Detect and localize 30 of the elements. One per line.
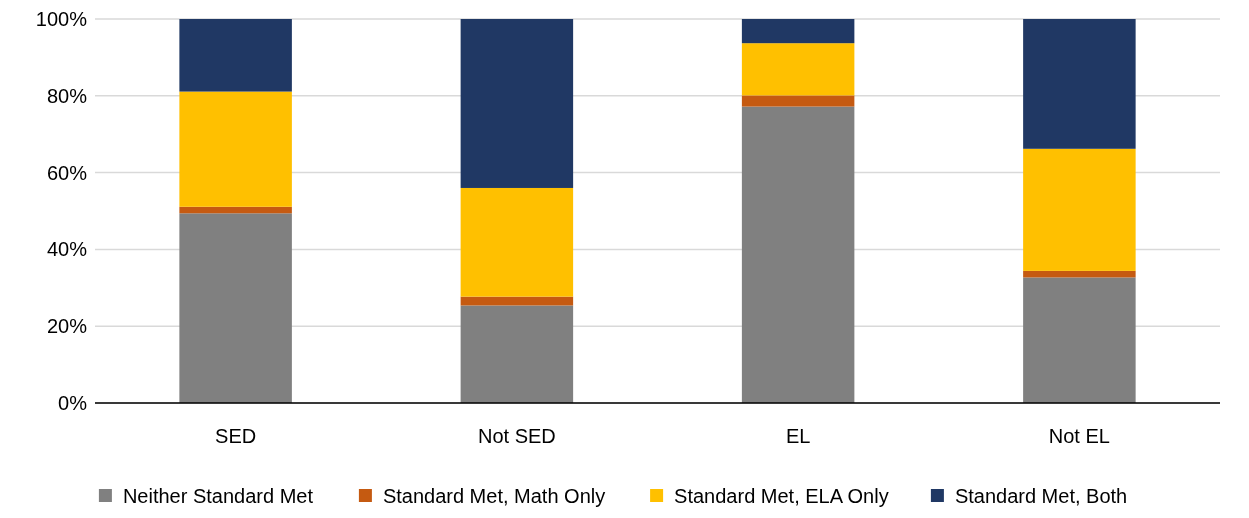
y-tick-label: 80%: [46, 84, 88, 107]
bar: [1023, 148, 1136, 271]
y-tick-label: 40%: [46, 238, 88, 261]
legend-label: Neither Standard Met: [122, 485, 314, 507]
bar: [179, 91, 292, 207]
bar: [741, 43, 855, 96]
legend-label: Standard Met, ELA Only: [674, 485, 889, 507]
y-tick-label: 60%: [46, 161, 88, 184]
bar: [179, 206, 292, 214]
bar: [1023, 270, 1136, 278]
bar: [1023, 277, 1136, 403]
legend-label: Standard Met, Math Only: [382, 485, 606, 507]
y-tick-label: 20%: [46, 315, 88, 338]
bar: [741, 106, 855, 403]
bar: [460, 187, 574, 297]
bar: [460, 296, 574, 306]
y-tick-label: 0%: [58, 392, 88, 414]
bar: [179, 213, 292, 403]
x-tick-label: EL: [785, 425, 811, 447]
bar: [460, 19, 574, 188]
legend-label: Standard Met, Both: [954, 485, 1128, 507]
bar: [741, 95, 855, 107]
x-tick-label: Not SED: [477, 425, 556, 447]
x-tick-label: Not EL: [1048, 425, 1110, 447]
y-tick-label: 100%: [35, 8, 88, 30]
bar: [460, 305, 574, 403]
bar: [179, 19, 292, 92]
bar: [1023, 19, 1136, 149]
bar: [741, 19, 855, 44]
x-tick-label: SED: [215, 425, 257, 447]
